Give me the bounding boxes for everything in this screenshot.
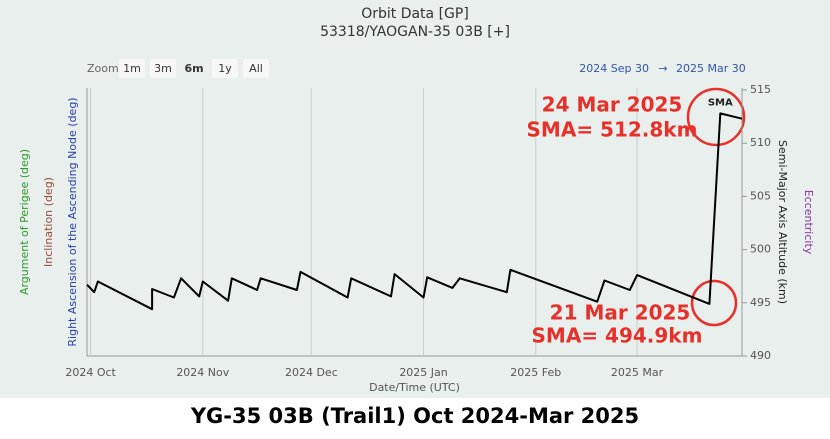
highlight-circle: [690, 279, 738, 327]
zoom-button-label[interactable]: All: [249, 62, 263, 75]
y-tick-label: 500: [750, 243, 771, 256]
annotation: SMA= 512.8km: [527, 118, 698, 142]
highlight-circle: [686, 87, 746, 147]
zoom-button-label[interactable]: 6m: [184, 62, 203, 75]
zoom-button[interactable]: [150, 59, 176, 78]
x-tick-label: 2024 Dec: [285, 366, 338, 379]
zoom-button[interactable]: [119, 59, 145, 78]
y-tick-label: 510: [750, 136, 771, 149]
range-to: 2025 Mar 30: [676, 62, 746, 75]
series-line: [86, 112, 743, 311]
range-from: 2024 Sep 30: [579, 62, 649, 75]
x-tick-label: 2025 Jan: [399, 366, 447, 379]
series-label: SMA: [708, 97, 733, 108]
y-tick-label: 490: [750, 349, 771, 362]
x-tick-label: 2024 Oct: [65, 366, 116, 379]
zoom-button-label[interactable]: 1m: [123, 62, 141, 75]
annotation: 24 Mar 2025: [542, 93, 683, 117]
axis-title: Semi-Major Axis Altitude (km): [776, 140, 789, 304]
chart-title: Orbit Data [GP]: [361, 6, 469, 22]
annotation: SMA= 494.9km: [532, 324, 703, 348]
axis-title: Eccentricity: [802, 190, 815, 255]
x-tick-label: 2025 Mar: [611, 366, 664, 379]
axis-title: Argument of Perigee (deg): [18, 149, 31, 295]
axis-title: Inclination (deg): [42, 177, 55, 267]
y-tick-label: 495: [750, 296, 771, 309]
y-tick-label: 515: [750, 83, 771, 96]
axis-title: Right Ascension of the Ascending Node (d…: [66, 97, 79, 346]
zoom-button-label[interactable]: 3m: [154, 62, 172, 75]
x-tick-label: 2024 Nov: [176, 366, 229, 379]
zoom-button-label[interactable]: 1y: [218, 62, 232, 75]
zoom-label: Zoom: [87, 62, 119, 75]
caption: YG-35 03B (Trail1) Oct 2024-Mar 2025: [190, 404, 639, 428]
chart-subtitle: 53318/YAOGAN-35 03B [+]: [320, 24, 510, 40]
range-arrow: →: [658, 62, 667, 75]
zoom-button[interactable]: [181, 59, 207, 78]
x-tick-label: 2025 Feb: [510, 366, 561, 379]
zoom-button[interactable]: [243, 59, 269, 78]
annotation: 21 Mar 2025: [550, 301, 691, 325]
y-tick-label: 505: [750, 189, 771, 202]
zoom-button[interactable]: [212, 59, 238, 78]
x-axis-title: Date/Time (UTC): [369, 381, 460, 394]
